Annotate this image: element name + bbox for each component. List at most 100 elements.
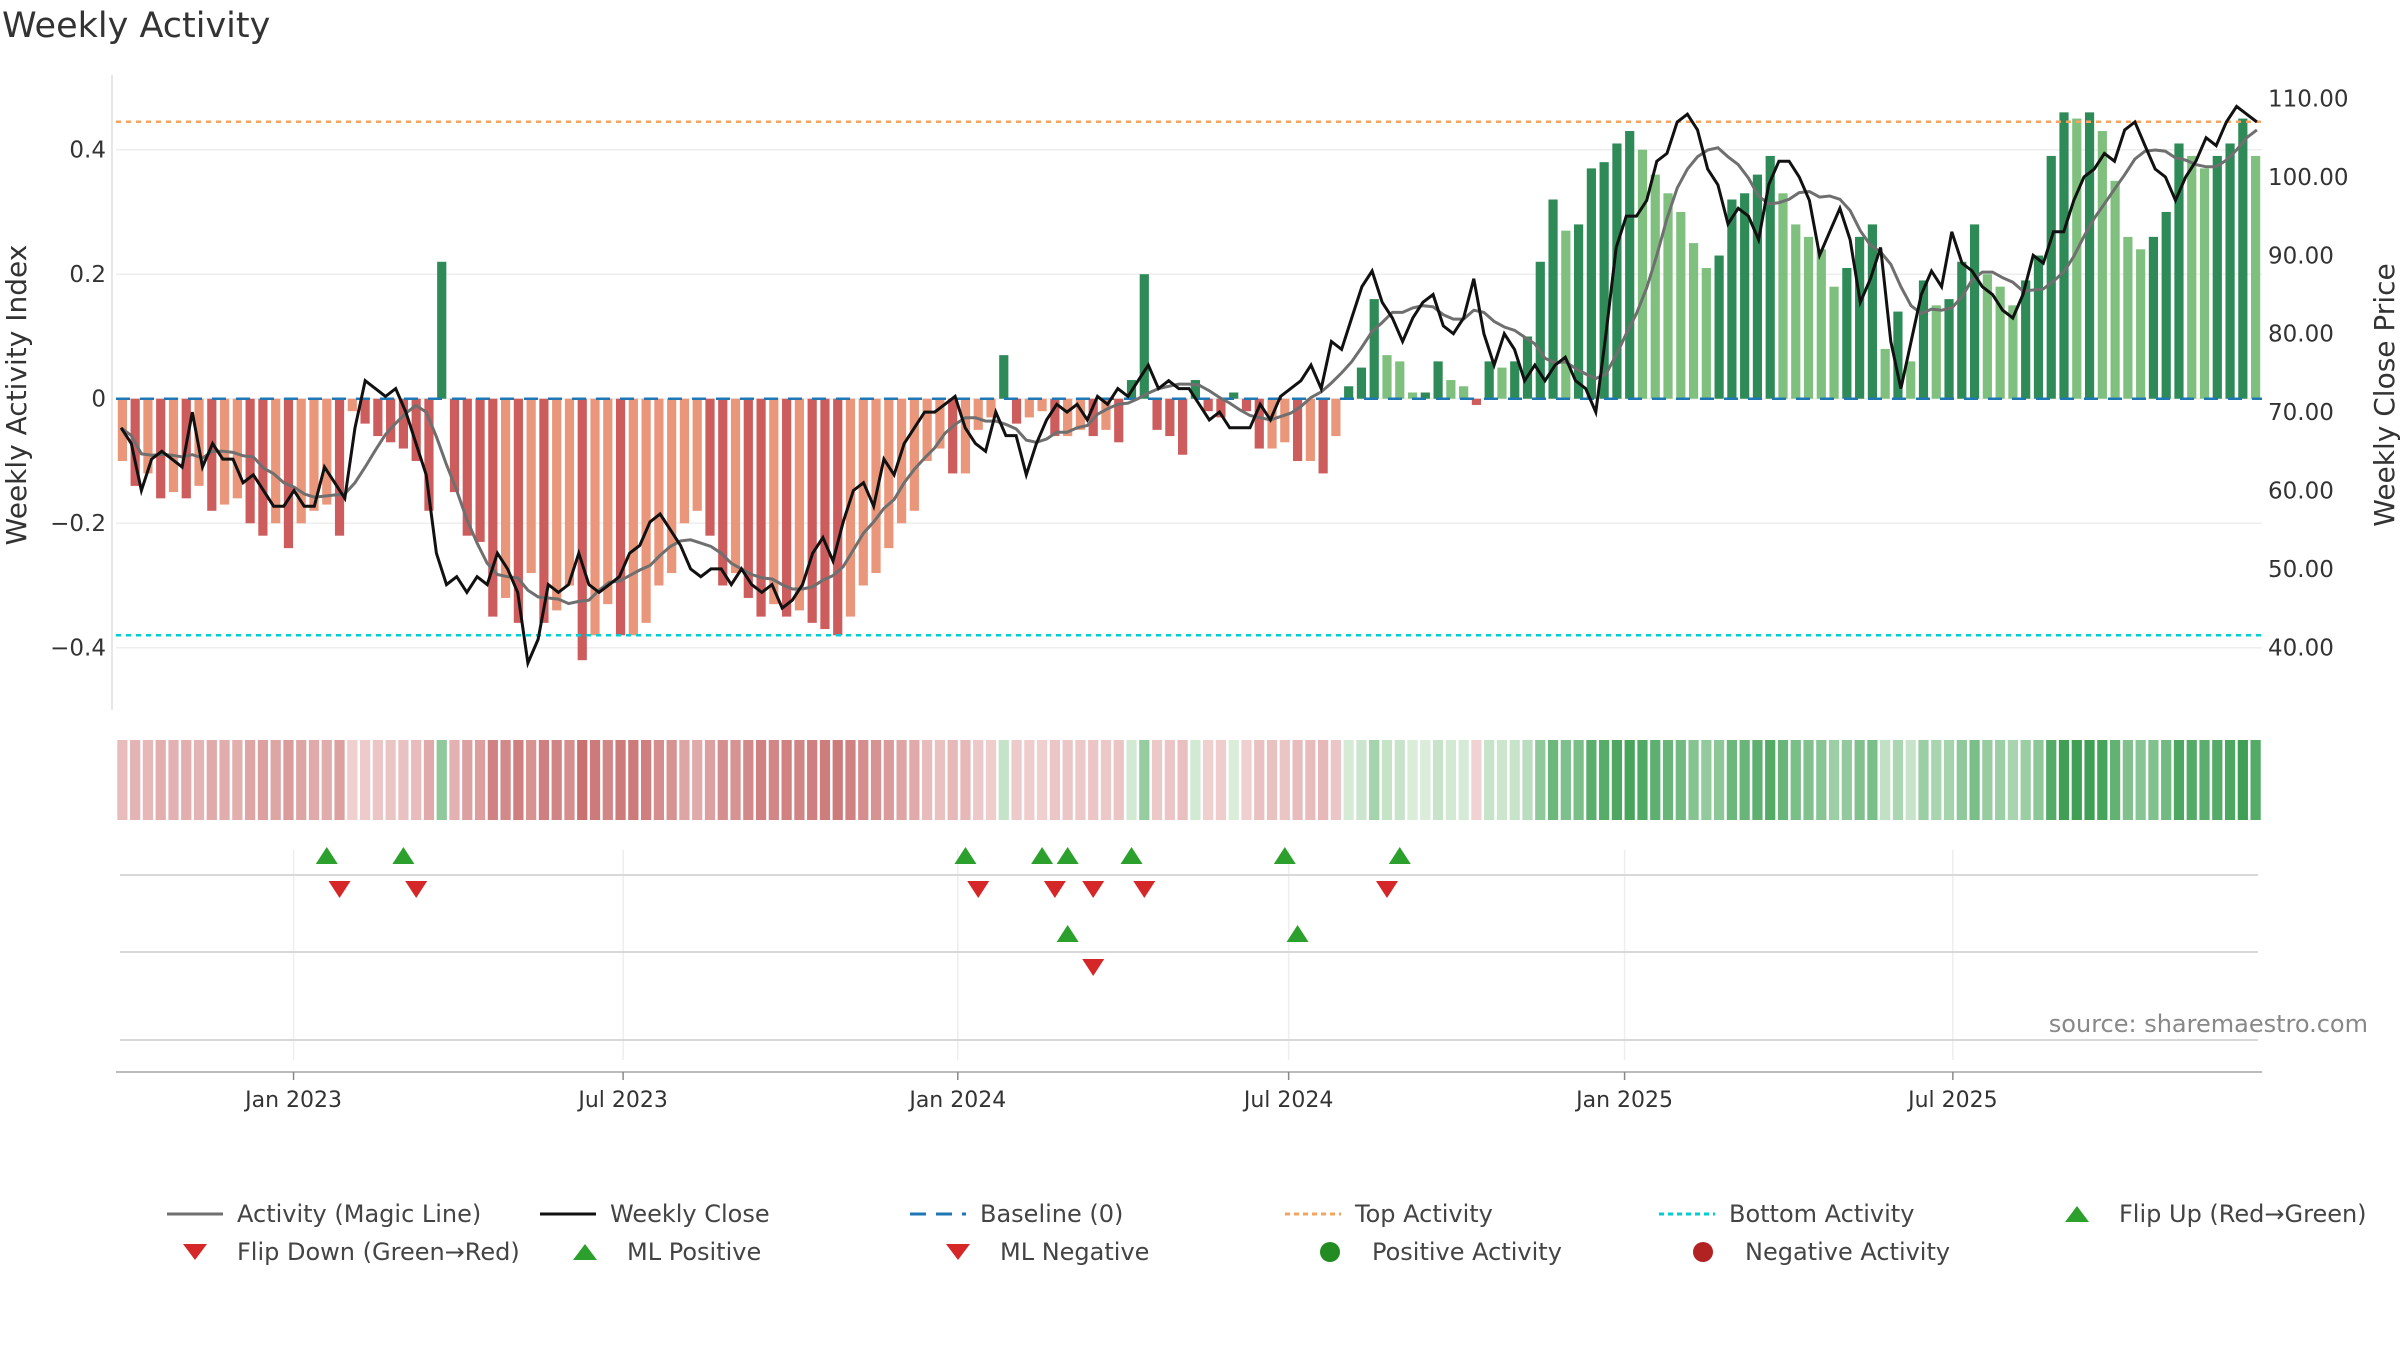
strip-cell [1318,740,1329,820]
activity-bar [386,398,396,443]
activity-bar [603,398,613,605]
activity-bar [2084,112,2095,399]
strip-cell [845,740,856,820]
strip-cell [883,740,894,820]
legend-label: Negative Activity [1745,1238,1951,1266]
activity-bar [1331,398,1341,437]
y-tick-label: 0.4 [69,138,106,164]
y2-tick-label: 40.00 [2268,635,2334,661]
activity-bar [986,398,996,418]
flip-up-marker [1056,847,1079,864]
strip-cell [947,740,958,820]
strip-cell [270,740,281,820]
strip-cell [794,740,805,820]
activity-bar [1918,280,1929,399]
strip-cell [1407,740,1418,820]
flip-down-marker [328,881,351,898]
strip-cell [666,740,677,820]
strip-cell [2046,740,2057,820]
strip-cell [1113,740,1124,820]
strip-cell [1931,740,1942,820]
activity-bar [2174,143,2184,399]
strip-cell [2084,740,2095,820]
activity-bar [577,398,587,661]
strip-cell [372,740,383,820]
activity-bar [1574,224,1584,399]
legend: Activity (Magic Line) Weekly Close Baselin… [0,1190,2400,1270]
activity-bar [2123,236,2133,399]
activity-bar [960,398,971,474]
strip-cell [206,740,217,820]
activity-bar [2212,155,2222,399]
activity-bar [1931,305,1941,399]
strip-cell [922,740,933,820]
strip-cell [296,740,307,820]
activity-bar [692,398,702,511]
activity-bar [667,398,677,574]
strip-cell [1522,740,1533,820]
strip-cell [538,740,550,820]
legend-label: Weekly Close [610,1200,770,1228]
activity-bar [2199,168,2210,399]
strip-cell [1458,740,1469,820]
legend-item-ml-negative: ML Negative [928,1238,1149,1266]
strip-cell [1292,740,1303,820]
activity-bar [1114,398,1124,443]
strip-cell [1024,740,1035,820]
activity-bar [590,398,600,636]
strip-cell [1164,740,1175,820]
strip-cell [2071,740,2082,820]
strip-cell [653,740,664,820]
strip-cell [755,740,767,820]
activity-bar [1178,398,1188,455]
activity-bar [1957,261,1967,399]
strip-cell [1279,740,1290,820]
activity-bar [1663,193,1673,399]
source-note: source: sharemaestro.com [2048,1010,2368,1038]
x-tick-label: Jan 2025 [1574,1088,1673,1113]
activity-bar [1650,174,1660,399]
legend-item-bottom-activity: Bottom Activity [1657,1200,1914,1228]
y-tick-label: 0 [91,387,106,413]
activity-bar [437,261,447,399]
activity-bar [2059,112,2069,399]
strip-cell [615,740,626,820]
strip-cell [2224,740,2236,820]
activity-bar [1842,267,1852,399]
activity-bar [334,398,345,536]
strip-cell [589,740,601,820]
activity-bar [1446,380,1456,399]
activity-bar [1765,155,1775,399]
activity-bar [1855,236,1865,399]
activity-bar [271,398,281,524]
activity-bar [424,398,434,511]
strip-cell [526,740,537,820]
y2-tick-label: 90.00 [2268,243,2334,269]
y-tick-label: −0.4 [50,636,106,662]
ml-negative-marker [1082,959,1105,976]
activity-bar [1254,398,1264,449]
grid-layer [116,148,2262,1060]
strip-cell [423,740,435,820]
strip-cell [1394,740,1405,820]
strip-cell [1726,740,1737,820]
activity-bar [1740,193,1750,399]
strip-cell [513,740,524,820]
y-tick-label: 0.2 [69,262,106,288]
strip-cell [934,740,946,820]
strip-cell [2237,740,2248,820]
activity-bar [411,398,421,461]
strip-cell [1841,740,1852,820]
ml-positive-marker [1286,925,1309,942]
activity-bar [1407,392,1418,399]
activity-bar [347,398,357,412]
activity-bar [1305,398,1315,461]
activity-bar [1075,398,1086,430]
y-tick-label: −0.2 [50,511,106,537]
activity-bar [2033,255,2044,399]
strip-cell [1688,740,1699,820]
ml-positive-marker [1056,925,1079,942]
activity-bar [782,398,792,617]
activity-bar [1024,398,1034,418]
strip-cell [998,740,1009,820]
